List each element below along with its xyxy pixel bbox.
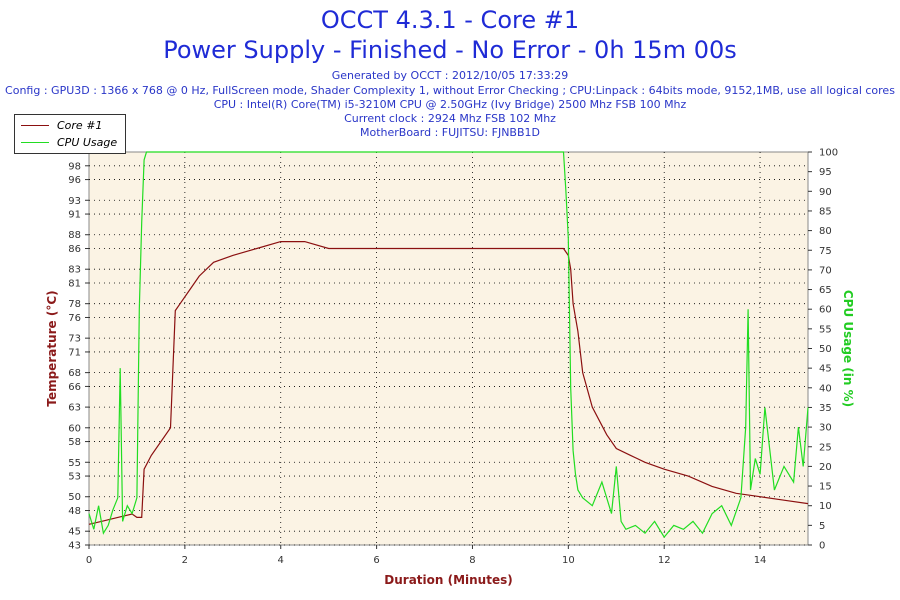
y-tick-label: 45 [68, 527, 81, 538]
x-tick-label: 2 [182, 555, 188, 566]
y-right-tick-label: 40 [819, 383, 832, 394]
y-right-tick-label: 90 [819, 187, 832, 198]
y-right-tick-label: 85 [819, 206, 832, 217]
y-right-tick-label: 70 [819, 265, 832, 276]
y-right-tick-label: 20 [819, 462, 832, 473]
y-tick-label: 81 [68, 279, 81, 290]
y-tick-label: 71 [68, 347, 81, 358]
y-tick-label: 88 [68, 230, 81, 241]
x-tick-label: 6 [373, 555, 379, 566]
config-line: Config : GPU3D : 1366 x 768 @ 0 Hz, Full… [5, 84, 895, 97]
y-tick-label: 96 [68, 175, 81, 186]
y-right-tick-label: 35 [819, 403, 832, 414]
y-right-tick-label: 50 [819, 344, 832, 355]
y-right-tick-label: 15 [819, 482, 832, 493]
generated-line: Generated by OCCT : 2012/10/05 17:33:29 [331, 69, 569, 82]
series-line-cpu-usage [88, 151, 809, 539]
y-tick-label: 48 [68, 506, 81, 517]
y-tick-label: 76 [68, 313, 81, 324]
legend-label-cpu: CPU Usage [57, 135, 118, 149]
x-axis-label: Duration (Minutes) [384, 573, 512, 587]
plot-area [88, 151, 809, 546]
y-tick-label: 83 [68, 265, 81, 276]
legend-swatch-cpu [21, 141, 49, 143]
cpu-line: CPU : Intel(R) Core(TM) i5-3210M CPU @ 2… [213, 98, 687, 111]
y-tick-label: 53 [68, 472, 81, 483]
chart-legend: Core #1 CPU Usage [14, 114, 126, 154]
x-tick-label: 8 [469, 555, 475, 566]
y-right-tick-label: 25 [819, 442, 832, 453]
x-tick-label: 10 [562, 555, 575, 566]
chart-subtitle: Power Supply - Finished - No Error - 0h … [163, 36, 737, 64]
chart-title: OCCT 4.3.1 - Core #1 [320, 6, 580, 34]
y-right-tick-label: 5 [819, 521, 825, 532]
y-tick-label: 73 [68, 334, 81, 345]
y-tick-label: 78 [68, 299, 81, 310]
y-axis-label: Temperature (°C) [45, 290, 59, 406]
y-tick-label: 58 [68, 437, 81, 448]
x-tick-label: 14 [754, 555, 767, 566]
y-right-tick-label: 100 [819, 148, 838, 159]
y-tick-label: 55 [68, 458, 81, 469]
y-tick-label: 66 [68, 382, 81, 393]
y-tick-label: 93 [68, 196, 81, 207]
legend-label-core: Core #1 [57, 118, 103, 132]
legend-item-core: Core #1 [21, 117, 102, 133]
y-tick-label: 43 [68, 541, 81, 552]
y-tick-label: 63 [68, 403, 81, 414]
x-tick-label: 0 [86, 555, 92, 566]
y-right-tick-label: 75 [819, 246, 832, 257]
y-tick-label: 60 [68, 423, 81, 434]
y-tick-label: 50 [68, 492, 81, 503]
y-right-tick-label: 60 [819, 305, 832, 316]
legend-swatch-core [21, 124, 49, 126]
x-tick-label: 4 [278, 555, 284, 566]
series-line-core [88, 241, 809, 525]
y-tick-label: 68 [68, 368, 81, 379]
y-right-tick-label: 30 [819, 423, 832, 434]
y-right-tick-label: 65 [819, 285, 832, 296]
legend-item-cpu: CPU Usage [21, 134, 117, 150]
x-tick-label: 12 [658, 555, 671, 566]
y-right-axis-label: CPU Usage (in %) [841, 290, 855, 407]
y-right-tick-label: 0 [819, 541, 825, 552]
motherboard-line: MotherBoard : FUJITSU: FJNBB1D [359, 126, 540, 139]
y-right-tick-label: 10 [819, 501, 832, 512]
y-tick-label: 98 [68, 161, 81, 172]
y-tick-label: 86 [68, 244, 81, 255]
y-right-tick-label: 45 [819, 364, 832, 375]
y-tick-label: 91 [68, 210, 81, 221]
clock-line: Current clock : 2924 Mhz FSB 102 Mhz [344, 112, 556, 125]
y-right-tick-label: 80 [819, 226, 832, 237]
y-right-tick-label: 55 [819, 324, 832, 335]
y-right-tick-label: 95 [819, 167, 832, 178]
